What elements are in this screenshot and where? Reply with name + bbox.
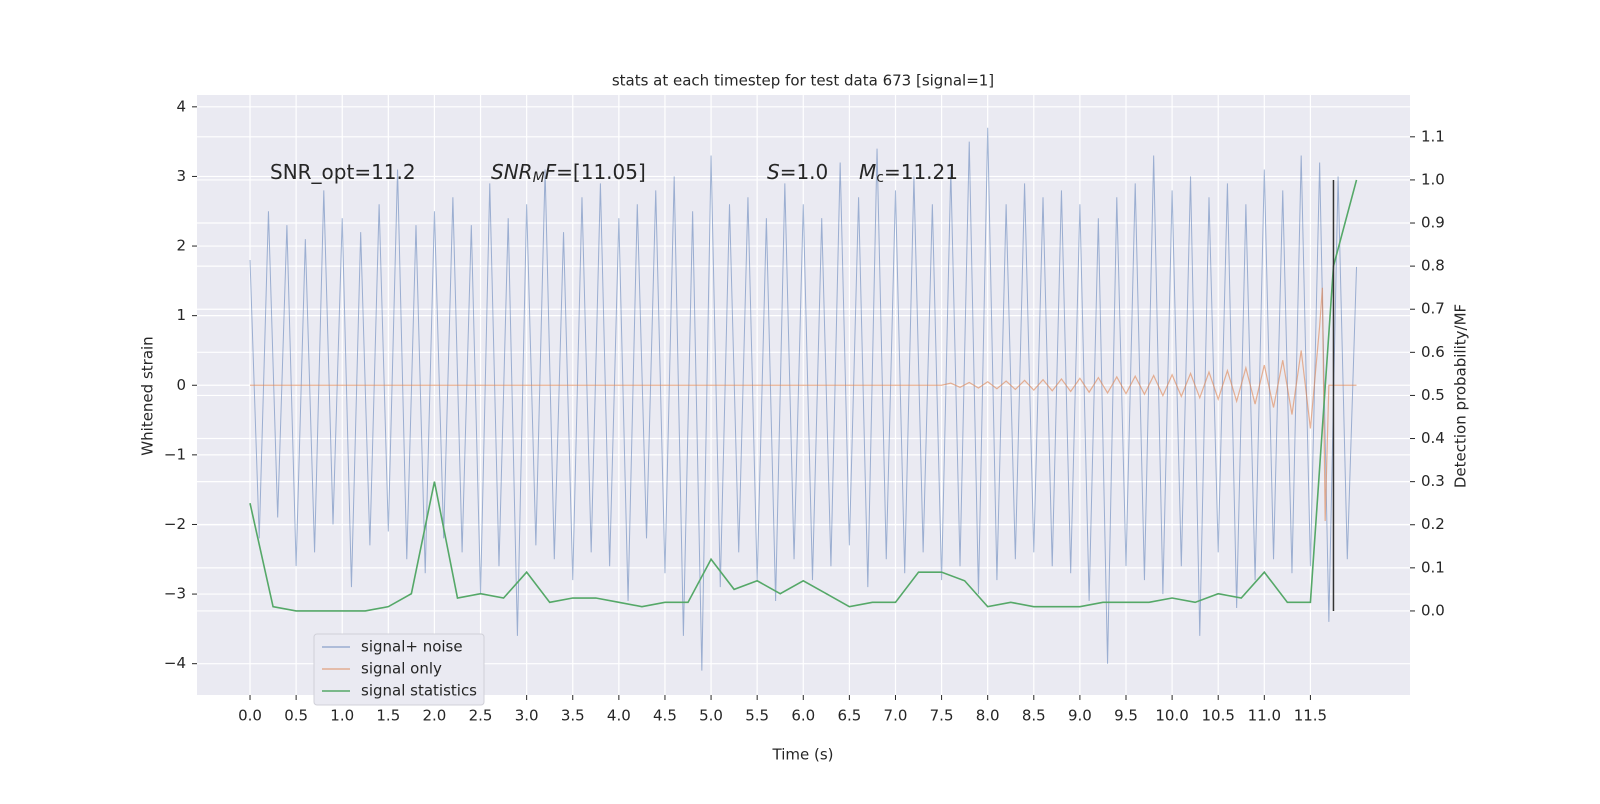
- annotation-part: SNR: [491, 160, 533, 184]
- x-tick-label: 0.5: [284, 707, 308, 725]
- chart-title: stats at each timestep for test data 673…: [612, 72, 994, 90]
- y2-tick-label: 0.8: [1421, 257, 1445, 275]
- y2-tick-label: 0.0: [1421, 601, 1445, 619]
- legend-label: signal only: [361, 660, 442, 678]
- y2-tick-label: 0.9: [1421, 214, 1445, 232]
- x-tick-label: 8.5: [1022, 707, 1046, 725]
- y-tick-label: −3: [164, 585, 186, 603]
- x-tick-label: 9.5: [1114, 707, 1138, 725]
- series-line: [250, 287, 1357, 522]
- x-tick-label: 6.0: [791, 707, 815, 725]
- annotation-part: c: [876, 170, 884, 186]
- y-axis-label: Whitened strain: [139, 336, 157, 455]
- x-tick-label: 11.5: [1294, 707, 1327, 725]
- y-tick-label: −1: [164, 445, 186, 463]
- x-tick-label: 7.5: [930, 707, 954, 725]
- annotation-part: SNR_opt=11.2: [270, 160, 416, 184]
- series-line: [249, 179, 1358, 612]
- x-tick-label: 6.5: [837, 707, 861, 725]
- x-tick-label: 9.0: [1068, 707, 1092, 725]
- y-tick-label: 0: [176, 376, 186, 394]
- x-tick-label: 0.0: [238, 707, 262, 725]
- y2-tick-label: 1.1: [1421, 127, 1445, 145]
- x-tick-label: 8.0: [976, 707, 1000, 725]
- x-tick-label: 5.0: [699, 707, 723, 725]
- annotation: Mc=11.21: [859, 160, 958, 187]
- y-tick-label: 4: [176, 97, 186, 115]
- legend-box: [313, 633, 485, 706]
- series-line: [249, 127, 1358, 671]
- y2-tick-label: 0.1: [1421, 558, 1445, 576]
- legend-label: signal statistics: [361, 682, 477, 700]
- annotation-part: M: [533, 170, 545, 186]
- x-tick-label: 3.0: [515, 707, 539, 725]
- annotation: SNRMF=[11.05]: [491, 160, 646, 187]
- y2-tick-label: 0.3: [1421, 472, 1445, 490]
- annotation-part: =11.21: [884, 160, 958, 184]
- y-tick-label: 3: [176, 167, 186, 185]
- x-tick-label: 5.5: [745, 707, 769, 725]
- annotation-part: F: [545, 160, 557, 184]
- y2-axis-label: Detection probability/MF: [1452, 304, 1470, 488]
- x-tick-label: 4.0: [607, 707, 631, 725]
- x-tick-label: 2.5: [469, 707, 493, 725]
- x-tick-label: 4.5: [653, 707, 677, 725]
- legend: signal+ noise signal only signal statistic…: [313, 633, 485, 706]
- x-tick-label: 11.0: [1248, 707, 1281, 725]
- y2-tick-label: 0.2: [1421, 515, 1445, 533]
- annotation-part: M: [859, 160, 876, 184]
- x-tick-label: 1.0: [330, 707, 354, 725]
- y-tick-label: −4: [164, 654, 186, 672]
- y2-tick-label: 0.4: [1421, 429, 1445, 447]
- legend-label: signal+ noise: [361, 638, 463, 656]
- x-tick-label: 2.0: [423, 707, 447, 725]
- y2-tick-label: 0.5: [1421, 386, 1445, 404]
- x-axis-label: Time (s): [772, 746, 834, 764]
- y2-tick-label: 1.0: [1421, 170, 1445, 188]
- annotation-part: =[11.05]: [556, 160, 646, 184]
- y-tick-label: 2: [176, 237, 186, 255]
- y-tick-label: 1: [176, 306, 186, 324]
- x-tick-label: 10.5: [1202, 707, 1235, 725]
- y2-tick-label: 0.7: [1421, 300, 1445, 318]
- annotation-part: S: [767, 160, 780, 184]
- y2-tick-label: 0.6: [1421, 343, 1445, 361]
- annotation-part: =1.0: [780, 160, 829, 184]
- annotation: S=1.0: [767, 160, 828, 184]
- x-tick-label: 1.5: [376, 707, 400, 725]
- annotation: SNR_opt=11.2: [270, 160, 416, 184]
- x-tick-label: 10.0: [1155, 707, 1188, 725]
- x-tick-label: 3.5: [561, 707, 585, 725]
- y-tick-label: −2: [164, 515, 186, 533]
- x-tick-label: 7.0: [884, 707, 908, 725]
